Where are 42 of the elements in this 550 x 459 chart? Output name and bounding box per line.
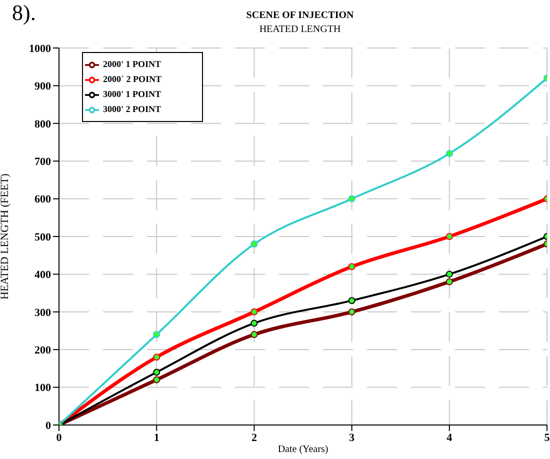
point bbox=[250, 240, 258, 248]
legend-label: 2000´ 2 POINT bbox=[103, 74, 162, 84]
y-tick-label: 800 bbox=[34, 118, 52, 130]
y-tick-label: 600 bbox=[34, 194, 52, 206]
legend-label: 3000' 1 POINT bbox=[103, 88, 162, 99]
x-tick-label: 4 bbox=[446, 432, 453, 444]
x-axis-title: Date (Years) bbox=[278, 444, 328, 455]
point bbox=[348, 263, 356, 270]
point bbox=[446, 278, 453, 286]
legend-label: 2000' 1 POINT bbox=[103, 59, 162, 69]
point bbox=[348, 195, 356, 202]
point bbox=[250, 331, 258, 338]
y-tick-label: 500 bbox=[34, 231, 52, 244]
point bbox=[348, 297, 356, 304]
point bbox=[153, 368, 160, 376]
text: 8). bbox=[12, 0, 36, 26]
y-tick-label: 0 bbox=[46, 420, 52, 432]
point bbox=[153, 331, 160, 338]
point bbox=[446, 233, 453, 240]
y-tick-label: 900 bbox=[34, 80, 52, 93]
y-axis-title: HEATED LENGTH (FEET) bbox=[0, 173, 11, 300]
chart-subtitle: HEATED LENGTH bbox=[258, 24, 342, 35]
y-tick-label: 100 bbox=[34, 382, 52, 394]
point bbox=[250, 320, 258, 327]
y-tick-label: 300 bbox=[34, 306, 52, 319]
point bbox=[446, 270, 453, 278]
point bbox=[250, 308, 258, 316]
point bbox=[446, 150, 453, 158]
point bbox=[153, 376, 160, 384]
x-tick-label: 1 bbox=[154, 432, 160, 444]
legend-label: 3000' 2 POINT bbox=[103, 104, 162, 114]
y-tick-label: 1000 bbox=[29, 42, 52, 55]
x-tick-label: 0 bbox=[56, 432, 62, 444]
y-tick-label: 700 bbox=[34, 156, 52, 168]
y-tick-label: 200 bbox=[34, 344, 52, 357]
x-tick-label: 2 bbox=[251, 432, 258, 444]
x-tick-label: 5 bbox=[544, 432, 550, 444]
x-tick-label: 3 bbox=[349, 432, 356, 444]
point bbox=[348, 308, 356, 316]
chart-title: SCENE OF INJECTION bbox=[246, 10, 354, 21]
y-tick-label: 400 bbox=[34, 269, 52, 282]
point bbox=[153, 354, 160, 361]
